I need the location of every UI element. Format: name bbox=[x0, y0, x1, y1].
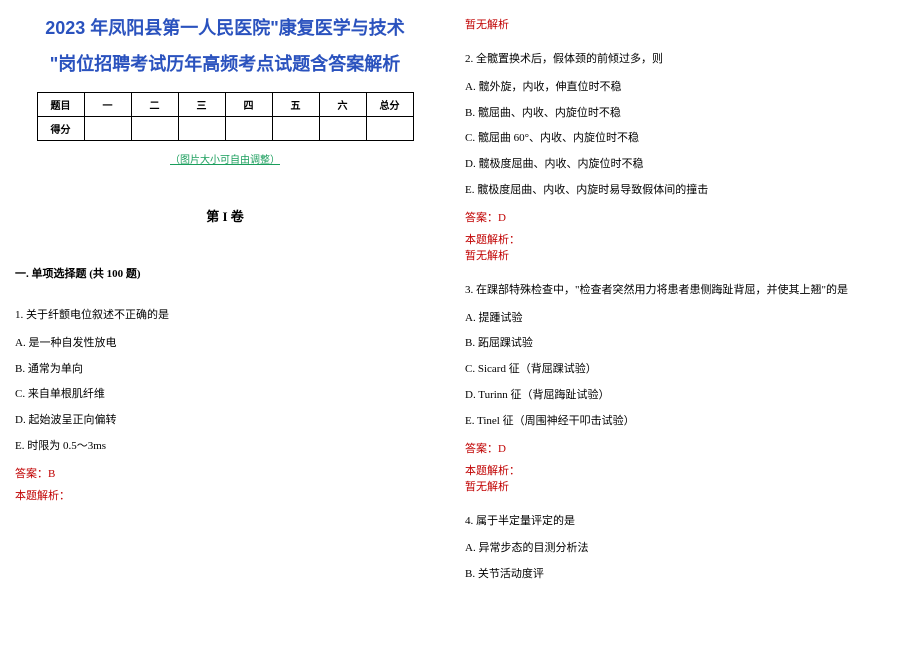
q3-noexp: 暂无解析 bbox=[465, 478, 885, 494]
td-cell bbox=[319, 117, 366, 141]
td-cell bbox=[272, 117, 319, 141]
doc-title-line1: 2023 年凤阳县第一人民医院"康复医学与技术 bbox=[15, 10, 435, 46]
q2-noexp: 暂无解析 bbox=[465, 247, 885, 263]
td-cell bbox=[366, 117, 413, 141]
q4-opt-b: B. 关节活动度评 bbox=[465, 565, 885, 585]
q1-opt-d: D. 起始波呈正向偏转 bbox=[15, 411, 435, 431]
table-row: 题目 一 二 三 四 五 六 总分 bbox=[37, 93, 413, 117]
q3-opt-b: B. 跖屈踝试验 bbox=[465, 334, 885, 354]
td-cell bbox=[225, 117, 272, 141]
q3-opt-c: C. Sicard 征（背屈踝试验） bbox=[465, 360, 885, 380]
q3-explain-label: 本题解析： bbox=[465, 462, 885, 478]
q1-opt-c: C. 来自单根肌纤维 bbox=[15, 385, 435, 405]
q1-opt-a: A. 是一种自发性放电 bbox=[15, 334, 435, 354]
volume-heading: 第 I 卷 bbox=[15, 206, 435, 225]
q3-opt-d: D. Turinn 征（背屈踇趾试验） bbox=[465, 386, 885, 406]
th-cell: 三 bbox=[178, 93, 225, 117]
q2-opt-e: E. 髋极度屈曲、内收、内旋时易导致假体间的撞击 bbox=[465, 181, 885, 201]
th-cell: 总分 bbox=[366, 93, 413, 117]
left-column: 2023 年凤阳县第一人民医院"康复医学与技术 "岗位招聘考试历年高频考点试题含… bbox=[0, 0, 450, 601]
q2-opt-c: C. 髋屈曲 60°、内收、内旋位时不稳 bbox=[465, 129, 885, 149]
th-cell: 一 bbox=[84, 93, 131, 117]
q3-answer: 答案：D bbox=[465, 440, 885, 456]
score-table: 题目 一 二 三 四 五 六 总分 得分 bbox=[37, 92, 414, 141]
zoom-note: （图片大小可自由调整） bbox=[15, 151, 435, 166]
td-cell bbox=[178, 117, 225, 141]
th-cell: 四 bbox=[225, 93, 272, 117]
right-column: 暂无解析 2. 全髋置换术后，假体颈的前倾过多，则 A. 髋外旋，内收，伸直位时… bbox=[450, 0, 900, 601]
noexp-top: 暂无解析 bbox=[465, 16, 885, 32]
td-cell bbox=[131, 117, 178, 141]
q3-stem: 3. 在踝部特殊检查中，"检查者突然用力将患者患侧踇趾背屈，并使其上翘"的是 bbox=[465, 281, 885, 301]
section-heading: 一. 单项选择题 (共 100 题) bbox=[15, 265, 435, 281]
q4-stem: 4. 属于半定量评定的是 bbox=[465, 512, 885, 532]
q2-answer: 答案：D bbox=[465, 209, 885, 225]
q2-stem: 2. 全髋置换术后，假体颈的前倾过多，则 bbox=[465, 50, 885, 70]
q1-explain-label: 本题解析： bbox=[15, 487, 435, 503]
q3-opt-a: A. 提踵试验 bbox=[465, 309, 885, 329]
q1-opt-b: B. 通常为单向 bbox=[15, 360, 435, 380]
q1-answer: 答案：B bbox=[15, 465, 435, 481]
q2-explain-label: 本题解析： bbox=[465, 231, 885, 247]
q1-stem: 1. 关于纤颤电位叙述不正确的是 bbox=[15, 306, 435, 326]
td-cell bbox=[84, 117, 131, 141]
q3-opt-e: E. Tinel 征（周围神经干叩击试验） bbox=[465, 412, 885, 432]
q2-opt-d: D. 髋极度屈曲、内收、内旋位时不稳 bbox=[465, 155, 885, 175]
table-row: 得分 bbox=[37, 117, 413, 141]
q2-opt-b: B. 髋屈曲、内收、内旋位时不稳 bbox=[465, 104, 885, 124]
q2-opt-a: A. 髋外旋，内收，伸直位时不稳 bbox=[465, 78, 885, 98]
q4-opt-a: A. 异常步态的目测分析法 bbox=[465, 539, 885, 559]
th-cell: 二 bbox=[131, 93, 178, 117]
th-cell: 五 bbox=[272, 93, 319, 117]
td-cell: 得分 bbox=[37, 117, 84, 141]
th-cell: 六 bbox=[319, 93, 366, 117]
doc-title-line2: "岗位招聘考试历年高频考点试题含答案解析 bbox=[15, 46, 435, 82]
q1-opt-e: E. 时限为 0.5～3ms bbox=[15, 437, 435, 457]
th-cell: 题目 bbox=[37, 93, 84, 117]
